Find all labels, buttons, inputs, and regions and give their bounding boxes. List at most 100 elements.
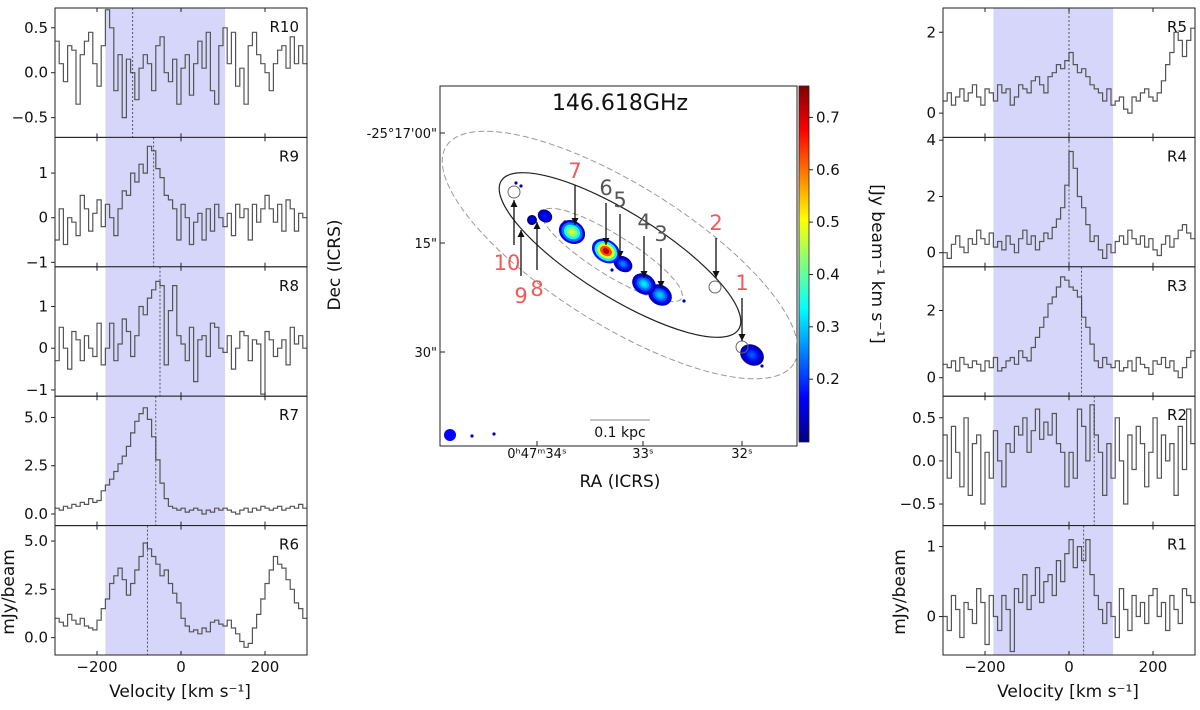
map-xlabel: RA (ICRS) bbox=[580, 472, 661, 492]
panel-label: R3 bbox=[1167, 277, 1187, 295]
colorbar-tick-label: 0.3 bbox=[816, 318, 840, 336]
map-title: 146.618GHz bbox=[552, 91, 688, 116]
region-label-10: 10 bbox=[494, 251, 521, 275]
blob-contour bbox=[530, 218, 534, 222]
map-ylabel: Dec (ICRS) bbox=[325, 219, 345, 310]
velocity-band bbox=[993, 525, 1114, 655]
colorbar-ticks: 0.7 0.6 0.5 0.4 0.3 0.2 bbox=[809, 108, 840, 388]
x-tick-label: 0 bbox=[1064, 658, 1074, 676]
velocity-band bbox=[993, 137, 1114, 267]
x-tick-label: 200 bbox=[251, 658, 280, 676]
y-tick-label: 0.0 bbox=[24, 629, 48, 647]
spectrum-line bbox=[943, 404, 1195, 505]
emission-blob-5 bbox=[613, 255, 633, 273]
spectrum-panel-r10: 0.5 0.0 −0.5 R10 bbox=[12, 7, 308, 138]
y-tick-label: 0 bbox=[926, 608, 936, 626]
noise-speck bbox=[760, 364, 764, 368]
arrow-head bbox=[533, 222, 541, 229]
right-xlabel: Velocity [km s⁻¹] bbox=[997, 682, 1139, 702]
y-tick-label: 0.5 bbox=[24, 19, 48, 37]
y-tick-label: 0 bbox=[926, 244, 936, 262]
solid-ellipse bbox=[498, 172, 742, 338]
y-tick-label: 2.5 bbox=[24, 580, 48, 598]
colorbar-tick-label: 0.7 bbox=[816, 108, 840, 126]
left-ylabel: mJy/beam bbox=[0, 549, 19, 635]
x-tick-label: 0 bbox=[176, 658, 186, 676]
region-label-6: 6 bbox=[599, 176, 612, 200]
noise-speck bbox=[492, 432, 496, 436]
map-ticks: 0ʰ47ᵐ34ˢ 33ˢ 32ˢ -25°17'00" 15" 30" bbox=[367, 127, 753, 462]
dec-tick-label: 30" bbox=[414, 346, 437, 361]
velocity-band bbox=[105, 137, 226, 267]
aperture-circle-10 bbox=[507, 185, 521, 199]
y-tick-label: 0.0 bbox=[24, 64, 48, 82]
emission-blob-6 bbox=[591, 238, 621, 264]
panel-label: R2 bbox=[1167, 406, 1187, 424]
y-tick-label: 2 bbox=[926, 187, 936, 205]
spectrum-panel-r5: 2 0 R5 bbox=[926, 7, 1196, 138]
y-tick-label: 5.0 bbox=[24, 532, 48, 550]
blob-contour bbox=[602, 248, 610, 254]
outer-dashed-ellipse bbox=[441, 130, 797, 380]
emission-blob-7 bbox=[558, 219, 586, 245]
arrow-head bbox=[712, 271, 720, 278]
arrow-head bbox=[602, 238, 610, 245]
spectrum-line bbox=[943, 539, 1195, 653]
y-tick-label: 4 bbox=[926, 131, 936, 149]
spectrum-panel-r9: 1 0 −1 R9 bbox=[26, 136, 308, 271]
spectrum-line bbox=[55, 280, 307, 395]
arrow-head bbox=[616, 251, 624, 258]
x-tick-label: 200 bbox=[1139, 658, 1168, 676]
colorbar-tick-label: 0.4 bbox=[816, 265, 840, 283]
colorbar-label: [Jy beam⁻¹ km s⁻¹] bbox=[867, 184, 887, 344]
velocity-band bbox=[105, 266, 226, 397]
region-label-4: 4 bbox=[637, 210, 650, 234]
y-tick-label: 0.5 bbox=[912, 409, 936, 427]
blob-contour bbox=[749, 352, 755, 358]
emission-blob-1 bbox=[740, 344, 764, 366]
emission-blob-8 bbox=[537, 209, 553, 223]
x-tick-label: −200 bbox=[76, 658, 117, 676]
spectrum-panel-r4: 4 2 0 R4 bbox=[926, 131, 1196, 268]
noise-speck bbox=[563, 220, 567, 224]
velocity-band bbox=[993, 266, 1114, 397]
emission-blob-4 bbox=[632, 273, 656, 295]
arrow-head bbox=[738, 334, 746, 341]
y-tick-label: 1 bbox=[926, 538, 936, 556]
spectrum-line bbox=[55, 145, 307, 246]
left-xlabel: Velocity [km s⁻¹] bbox=[109, 682, 251, 702]
region-label-2: 2 bbox=[709, 211, 722, 235]
spectrum-panel-r1: 1 0 −200 0 200 R1 bbox=[926, 525, 1196, 676]
region-label-1: 1 bbox=[735, 271, 748, 295]
region-label-9: 9 bbox=[514, 284, 527, 308]
y-tick-label: 0.0 bbox=[24, 505, 48, 523]
dec-tick-label: 15" bbox=[414, 237, 437, 252]
y-tick-label: 1 bbox=[38, 164, 48, 182]
y-tick-label: 2 bbox=[926, 301, 936, 319]
spectrum-panel-r6: 5.0 2.5 0.0 −200 0 200 R6 bbox=[24, 525, 308, 676]
noise-speck bbox=[519, 184, 523, 188]
aperture-circle-2 bbox=[708, 280, 722, 294]
noise-speck bbox=[514, 181, 518, 185]
blob-contour bbox=[543, 214, 547, 218]
region-label-8: 8 bbox=[530, 277, 543, 301]
arrow-head bbox=[640, 271, 648, 278]
y-tick-label: −0.5 bbox=[900, 495, 936, 513]
panel-label: R5 bbox=[1167, 18, 1187, 36]
region-label-3: 3 bbox=[654, 222, 667, 246]
noise-speck bbox=[682, 299, 686, 303]
y-tick-label: 2 bbox=[926, 23, 936, 41]
panel-label: R9 bbox=[279, 147, 299, 165]
spectrum-line bbox=[55, 407, 307, 515]
blob-contour bbox=[641, 281, 647, 287]
region-label-5: 5 bbox=[613, 188, 626, 212]
emission-blobs bbox=[470, 181, 764, 438]
ra-tick-label: 32ˢ bbox=[731, 447, 753, 462]
velocity-band bbox=[993, 396, 1114, 526]
panel-label: R1 bbox=[1167, 536, 1187, 554]
arrow-head bbox=[657, 281, 665, 288]
velocity-band bbox=[105, 396, 226, 526]
colorbar bbox=[798, 85, 810, 443]
